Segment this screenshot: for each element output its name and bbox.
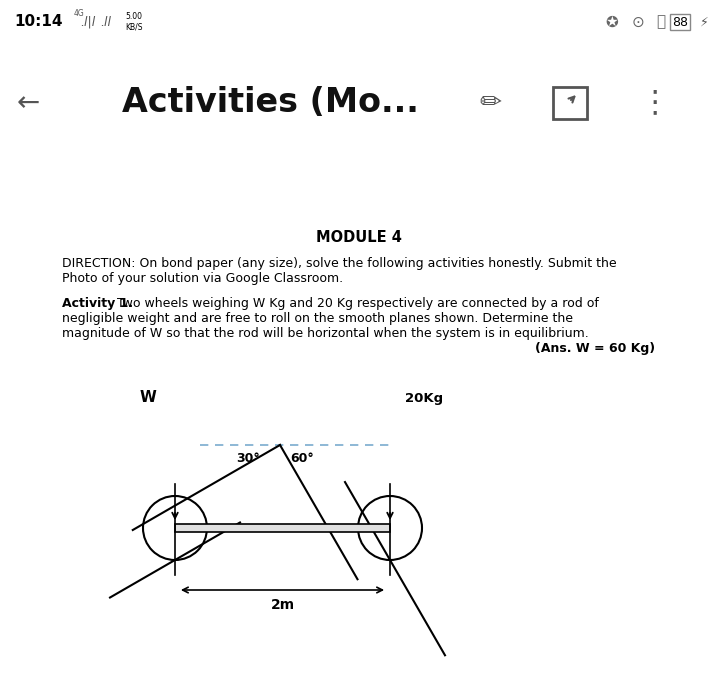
Text: Photo of your solution via Google Classroom.: Photo of your solution via Google Classr… — [62, 272, 343, 285]
Text: 60°: 60° — [290, 452, 314, 465]
Text: 20Kg: 20Kg — [405, 392, 443, 405]
Text: ✪: ✪ — [605, 14, 618, 29]
Text: DIRECTION: On bond paper (any size), solve the following activities honestly. Su: DIRECTION: On bond paper (any size), sol… — [62, 257, 617, 270]
Text: ⬜: ⬜ — [564, 93, 576, 113]
Text: 2m: 2m — [270, 598, 295, 612]
Text: 88: 88 — [672, 16, 688, 29]
Text: 4G: 4G — [74, 10, 85, 18]
Text: Two wheels weighing W Kg and 20 Kg respectively are connected by a rod of: Two wheels weighing W Kg and 20 Kg respe… — [113, 297, 599, 310]
Text: .ll: .ll — [100, 16, 111, 29]
Text: Activity 1.: Activity 1. — [62, 297, 133, 310]
Text: ⊙: ⊙ — [632, 14, 645, 29]
Text: ⌚: ⌚ — [656, 14, 665, 29]
Bar — [553, 87, 587, 119]
Text: Activities (Mo...: Activities (Mo... — [122, 86, 418, 120]
Text: 30°: 30° — [236, 452, 260, 465]
Text: ←: ← — [17, 89, 40, 117]
Text: 10:14: 10:14 — [14, 14, 63, 29]
Bar — [175, 524, 390, 532]
Text: ⋮: ⋮ — [640, 88, 670, 117]
Text: magnitude of W so that the rod will be horizontal when the system is in equilibr: magnitude of W so that the rod will be h… — [62, 327, 589, 340]
Text: negligible weight and are free to roll on the smooth planes shown. Determine the: negligible weight and are free to roll o… — [62, 312, 573, 325]
Text: W: W — [139, 390, 157, 405]
Text: 5.00
KB/S: 5.00 KB/S — [125, 12, 142, 32]
Text: .l|l: .l|l — [80, 16, 95, 29]
Text: MODULE 4: MODULE 4 — [316, 230, 402, 245]
Text: (Ans. W = 60 Kg): (Ans. W = 60 Kg) — [535, 342, 655, 355]
Text: ⚡: ⚡ — [700, 16, 709, 29]
Text: ✏: ✏ — [479, 90, 501, 116]
